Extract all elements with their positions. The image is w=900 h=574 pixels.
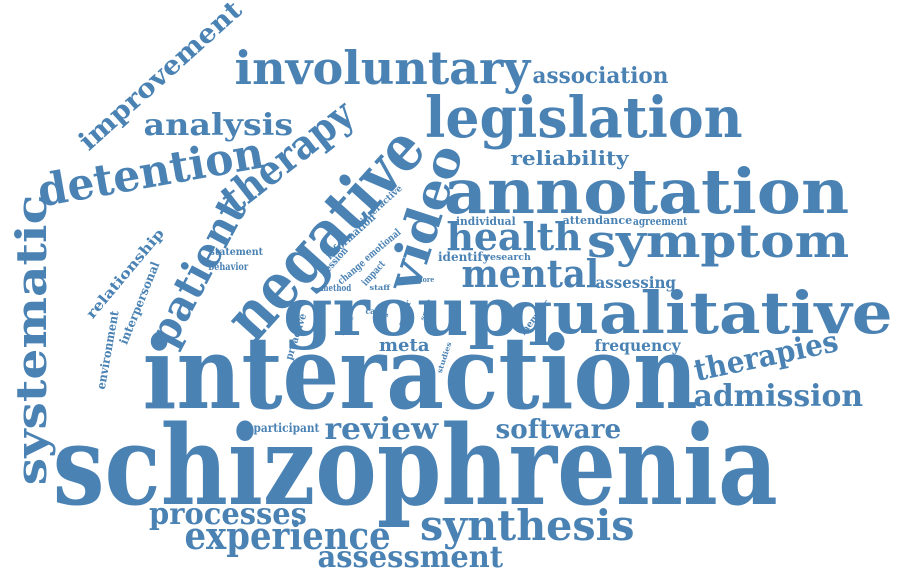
word-schizophrenia: schizophrenia: [52, 401, 778, 530]
word-behavior: behavior: [207, 262, 248, 273]
word-more: more: [416, 274, 435, 284]
word-participant: participant: [252, 421, 319, 435]
word-frequency: frequency: [594, 336, 681, 355]
word-reliability: reliability: [509, 146, 629, 170]
word-legislation: legislation: [424, 85, 743, 151]
word-experience: experience: [183, 513, 391, 558]
word-mental: mental: [460, 251, 599, 296]
word-annotation: annotation: [443, 155, 849, 228]
word-symptom: symptom: [586, 214, 850, 268]
word-health: health: [446, 214, 582, 259]
word-environment: environment: [93, 309, 122, 391]
word-pre: pre: [371, 312, 389, 319]
word-statement: statement: [208, 247, 263, 258]
word-group: group: [282, 273, 518, 351]
word-method: method: [321, 283, 352, 294]
word-staff: staff: [368, 282, 390, 292]
word-research: research: [485, 252, 531, 263]
word-attendance: attendance: [562, 213, 632, 227]
word-association: association: [532, 63, 668, 89]
word-interaction: interaction: [142, 314, 698, 432]
word-systematic: systematic: [7, 194, 57, 486]
word-care: care: [365, 306, 384, 316]
word-qualitative: qualitative: [507, 279, 893, 347]
word-processes: processes: [149, 497, 307, 532]
word-agreement: agreement: [633, 214, 688, 228]
word-assessing: assessing: [595, 273, 676, 292]
word-software: software: [495, 415, 621, 445]
word-involuntary: involuntary: [234, 41, 530, 95]
word-identify: identify: [438, 250, 490, 264]
word-synthesis: synthesis: [419, 501, 635, 550]
word-individual: individual: [455, 214, 516, 228]
word-analysis: analysis: [143, 108, 293, 143]
word-assessment: assessment: [316, 540, 503, 574]
word-admission: admission: [693, 379, 863, 414]
word-review: review: [324, 412, 438, 447]
word-meta: meta: [379, 335, 430, 356]
